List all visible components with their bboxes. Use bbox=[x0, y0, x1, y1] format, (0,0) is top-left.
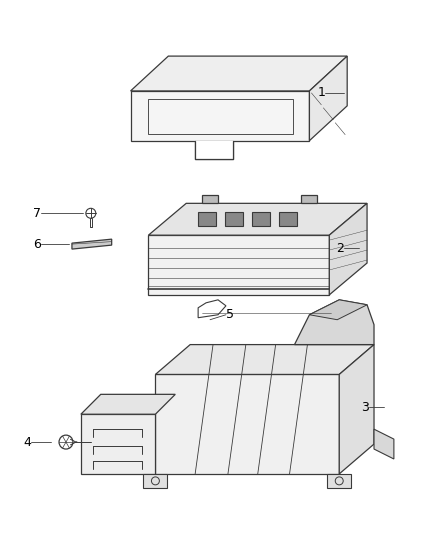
Polygon shape bbox=[155, 375, 339, 474]
Polygon shape bbox=[279, 212, 297, 226]
Polygon shape bbox=[294, 300, 374, 345]
Polygon shape bbox=[202, 196, 218, 203]
Text: 7: 7 bbox=[33, 207, 41, 220]
Polygon shape bbox=[144, 474, 167, 488]
Polygon shape bbox=[72, 239, 112, 249]
Polygon shape bbox=[309, 300, 367, 320]
Polygon shape bbox=[252, 212, 270, 226]
Polygon shape bbox=[327, 474, 351, 488]
Text: 2: 2 bbox=[336, 241, 344, 255]
Polygon shape bbox=[131, 56, 347, 91]
Polygon shape bbox=[131, 91, 309, 141]
Text: 1: 1 bbox=[318, 86, 325, 100]
Polygon shape bbox=[155, 345, 374, 375]
Polygon shape bbox=[81, 414, 155, 474]
Text: 4: 4 bbox=[23, 435, 31, 449]
Polygon shape bbox=[148, 235, 329, 295]
Text: 3: 3 bbox=[361, 401, 369, 414]
Polygon shape bbox=[301, 196, 318, 203]
Polygon shape bbox=[81, 394, 175, 414]
Polygon shape bbox=[198, 212, 216, 226]
Polygon shape bbox=[148, 203, 367, 235]
Polygon shape bbox=[195, 141, 233, 158]
Polygon shape bbox=[339, 345, 374, 474]
Text: 6: 6 bbox=[33, 238, 41, 251]
Polygon shape bbox=[329, 203, 367, 295]
Text: 5: 5 bbox=[226, 308, 234, 321]
Polygon shape bbox=[225, 212, 243, 226]
Polygon shape bbox=[309, 56, 347, 141]
Polygon shape bbox=[374, 429, 394, 459]
